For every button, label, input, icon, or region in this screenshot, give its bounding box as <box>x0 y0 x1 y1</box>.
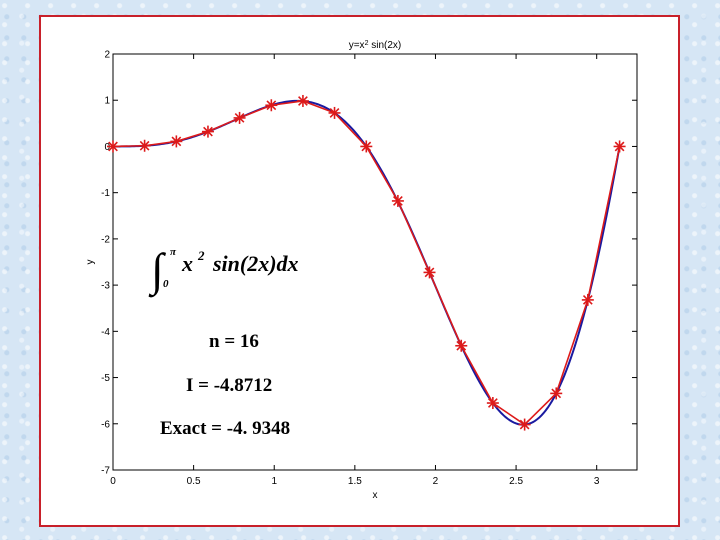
y-tick-label: -1 <box>101 188 110 199</box>
x-tick-label: 0 <box>110 476 116 487</box>
data-point-marker <box>328 106 341 119</box>
data-point-marker <box>265 99 278 112</box>
data-point-marker <box>518 418 531 431</box>
data-point-marker <box>486 397 499 410</box>
y-tick-label: 1 <box>104 96 110 107</box>
data-point-marker <box>138 139 151 152</box>
integral-upper-limit: π <box>170 246 177 258</box>
x-tick-label: 0.5 <box>187 476 201 487</box>
x-tick-label: 2 <box>433 476 439 487</box>
data-point-marker <box>423 266 436 279</box>
integral-value-label: I = -4.8712 <box>186 375 272 396</box>
y-tick-label: -3 <box>101 281 110 292</box>
y-tick-label: -5 <box>101 373 110 384</box>
integral-lower-limit: 0 <box>163 278 169 290</box>
axes-box <box>112 53 638 471</box>
data-point-marker <box>360 140 373 153</box>
y-tick-label: -6 <box>101 419 110 430</box>
x-tick-label: 1.5 <box>348 476 362 487</box>
chart-frame: 2 1 0 -1 -2 -3 -4 -5 -6 -7 0 0.5 1 1.5 2 2.5 3 y=x2 sin… <box>39 15 680 527</box>
x-tick-label: 2.5 <box>509 476 523 487</box>
data-point-marker <box>550 387 563 400</box>
integral-sign: ∫ <box>148 244 166 298</box>
y-tick-label: -2 <box>101 234 110 245</box>
data-point-marker <box>613 140 626 153</box>
n-label: n = 16 <box>209 331 259 352</box>
y-tick-label: 0 <box>104 142 110 153</box>
data-point-marker <box>233 111 246 124</box>
x-tick-label: 3 <box>594 476 600 487</box>
data-point-marker <box>201 125 214 138</box>
x-tick-label: 1 <box>271 476 277 487</box>
series-layer <box>107 94 626 431</box>
data-point-marker <box>455 339 468 352</box>
exact-value-label: Exact = -4. 9348 <box>160 418 290 439</box>
integral-annotation: ∫ π 0 x 2 sin(2x)dx <box>148 244 299 298</box>
data-point-marker <box>107 140 119 153</box>
integrand-power: 2 <box>197 248 205 263</box>
y-axis-label: y <box>85 260 96 265</box>
data-point-marker <box>581 293 594 306</box>
data-point-marker <box>296 94 309 107</box>
integrand-rest: sin(2x)dx <box>212 251 299 276</box>
data-point-marker <box>170 135 183 148</box>
y-tick-label: 2 <box>104 50 110 61</box>
chart-title: y=x2 sin(2x) <box>349 40 402 52</box>
y-tick-label: -7 <box>101 466 110 477</box>
x-axis-label: x <box>373 490 378 501</box>
integrand-x: x <box>181 251 193 276</box>
chart-svg: 2 1 0 -1 -2 -3 -4 -5 -6 -7 0 0.5 1 1.5 2 2.5 3 y=x2 sin… <box>85 40 638 501</box>
y-tick-label: -4 <box>101 327 110 338</box>
data-point-marker <box>391 194 404 207</box>
